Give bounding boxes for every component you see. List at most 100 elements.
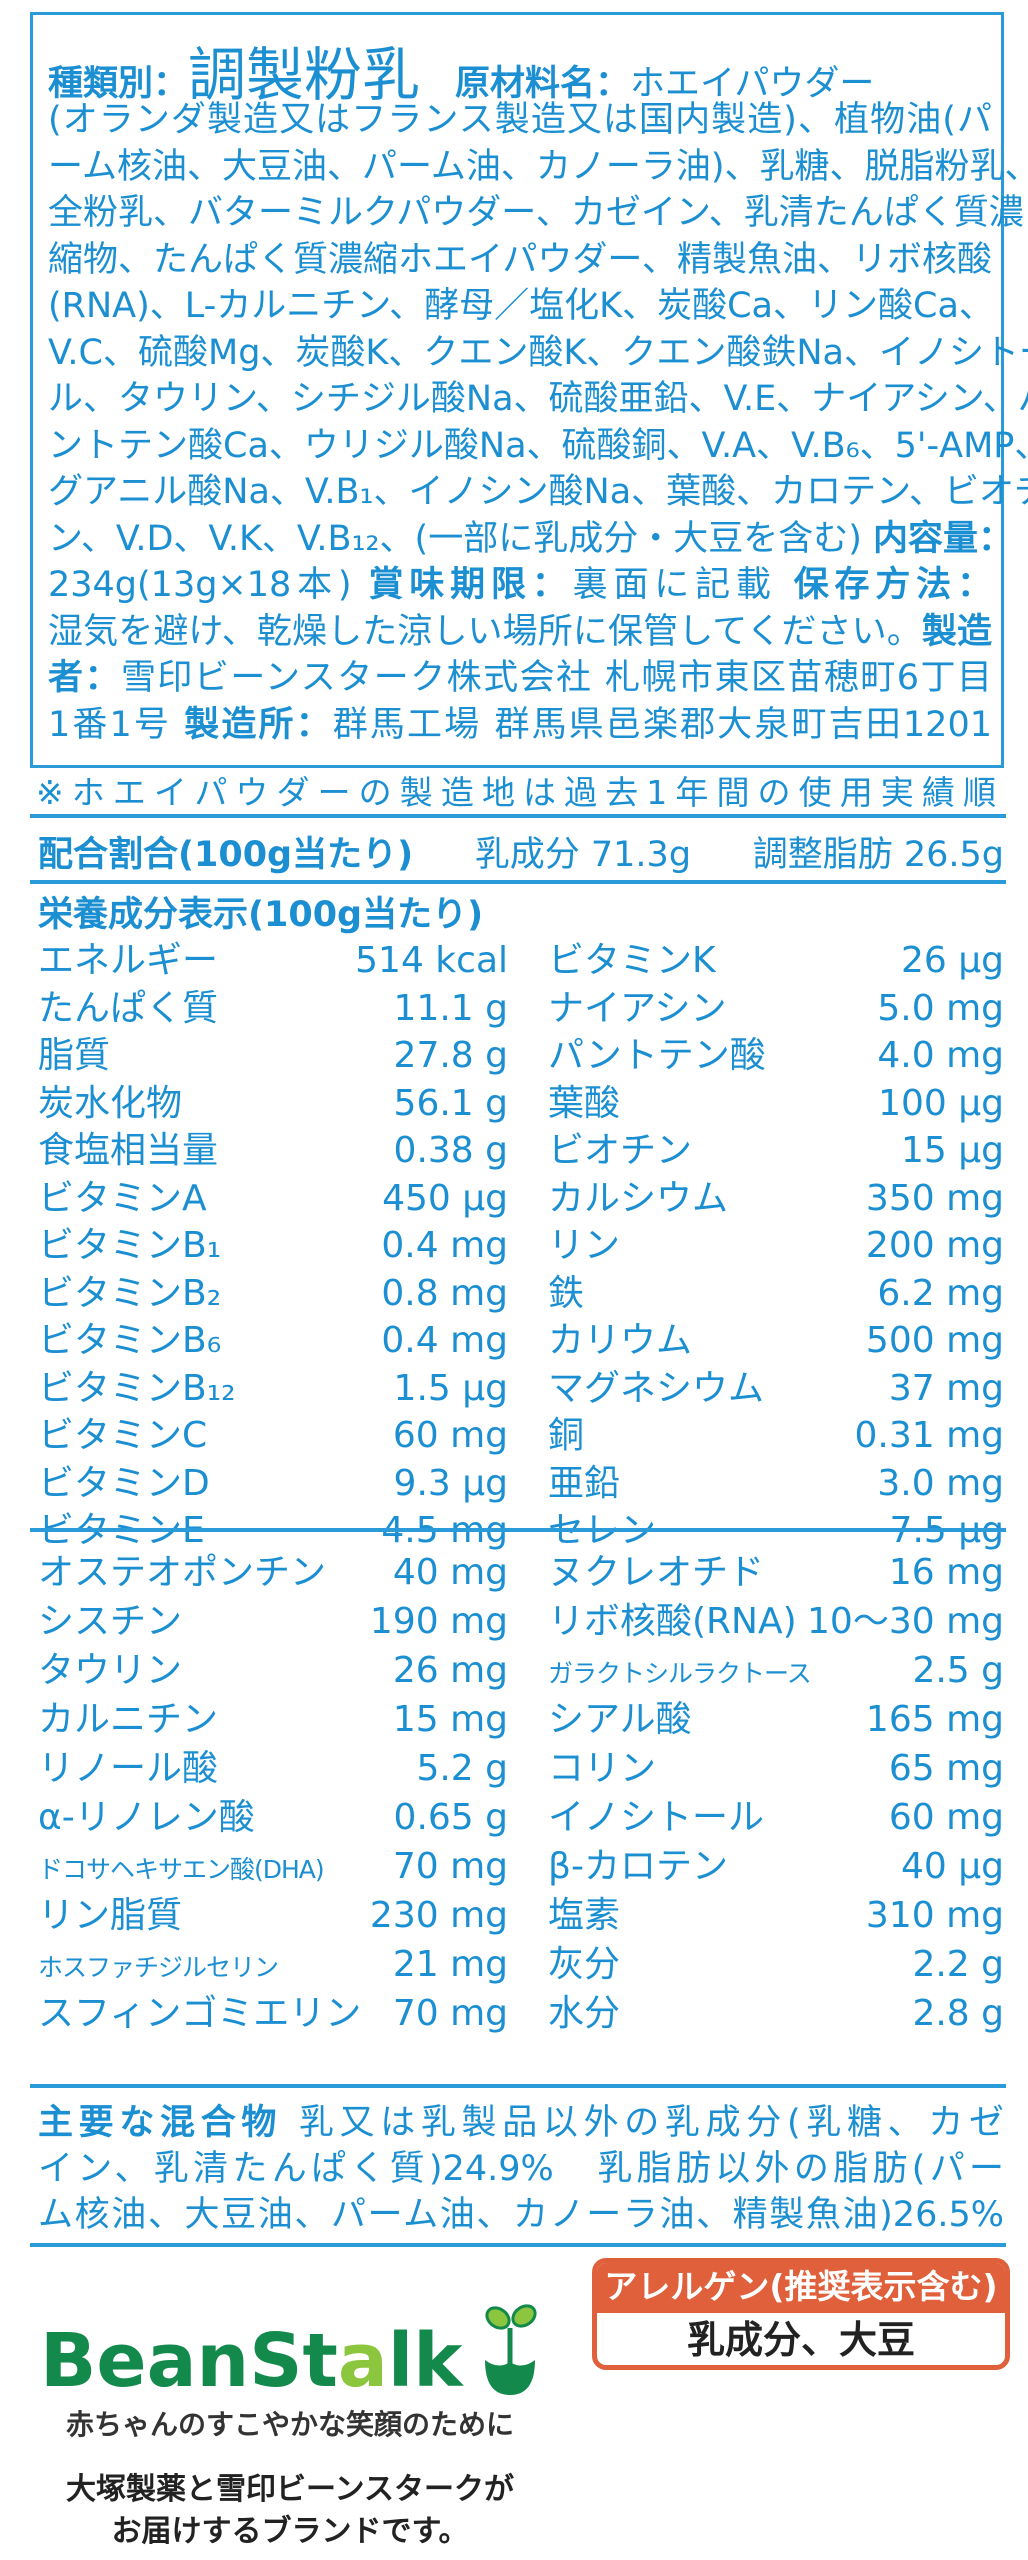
nutrition-row: タウリン 26 mg ガラクトシルラクトース 2.5 g	[38, 1646, 1004, 1695]
ingredients-label: 者：	[48, 658, 121, 698]
nutrient-name: リン脂質	[38, 1895, 183, 1936]
nutrient-value: 37 mg	[888, 1367, 1004, 1409]
nutrient-name: マグネシウム	[548, 1367, 765, 1409]
nutrient-value: 230 mg	[369, 1895, 508, 1936]
nutrient-name: カリウム	[548, 1320, 693, 1361]
nutrient-value: 70 mg	[392, 1846, 508, 1887]
nutrient-name: コリン	[548, 1748, 657, 1789]
ingredients-label: 保存方法：	[793, 565, 992, 605]
nutrient-cell: リン脂質 230 mg	[38, 1891, 508, 1940]
nutrient-name: ビタミンC	[38, 1415, 208, 1456]
nutrient-value: 0.8 mg	[381, 1272, 508, 1314]
ingredients-text: (オランダ製造又はフランス製造又は国内製造)、植物油(パ	[48, 100, 992, 140]
nutrient-value: 26 μg	[900, 940, 1004, 981]
nutrient-name: 炭水化物	[38, 1082, 183, 1124]
blend-ratio-label: 配合割合(100g当たり)	[38, 835, 414, 875]
nutrient-value: 5.2 g	[416, 1748, 508, 1789]
ingredients-text: ホエイパウダー	[630, 64, 875, 104]
nutrient-value: 70 mg	[392, 1993, 508, 2034]
nutrient-value: 2.5 g	[912, 1650, 1004, 1691]
nutrition-row: α-リノレン酸 0.65 g イノシトール 60 mg	[38, 1793, 1004, 1842]
ingredients-text: ン、V.D、V.K、V.B₁₂、(一部に乳成分・大豆を含む)	[48, 518, 873, 559]
ingredients-text: (RNA)、L-カルニチン、酵母／塩化K、炭酸Ca、リン酸Ca、	[48, 286, 994, 326]
mixture-line-2: イン、乳清たんぱく質)24.9% 乳脂肪以外の脂肪(パー	[38, 2149, 1004, 2189]
nutrient-value: 26 mg	[392, 1650, 508, 1691]
nutrient-name: エネルギー	[38, 940, 219, 981]
nutrient-value: 2.8 g	[912, 1993, 1004, 2034]
nutrient-cell: パントテン酸 4.0 mg	[508, 1032, 1004, 1080]
nutrient-value: 0.38 g	[393, 1130, 508, 1171]
nutrient-value: 500 mg	[865, 1320, 1004, 1361]
nutrition-row: リン脂質 230 mg 塩素 310 mg	[38, 1891, 1004, 1940]
nutrient-cell: リボ核酸(RNA) 10～30 mg	[508, 1597, 1004, 1646]
nutrient-value: 165 mg	[865, 1699, 1004, 1740]
allergen-title: アレルゲン(推奨表示含む)	[597, 2263, 1005, 2313]
nutrient-name: ビタミンK	[548, 940, 716, 981]
ingredients-line: ン、V.D、V.K、V.B₁₂、(一部に乳成分・大豆を含む) 内容量：	[48, 516, 1013, 563]
ingredients-box	[30, 12, 1004, 768]
logo-text-part: lk	[388, 2318, 464, 2400]
nutrition-row: ビタミンD 9.3 μg 亜鉛 3.0 mg	[38, 1460, 1004, 1508]
beanstalk-logo: BeanStalk	[40, 2304, 537, 2400]
nutrition-row: オステオポンチン 40 mg ヌクレオチド 16 mg	[38, 1548, 1004, 1597]
nutrient-value: 3.0 mg	[877, 1462, 1004, 1504]
nutrient-cell: オステオポンチン 40 mg	[38, 1548, 508, 1597]
nutrient-cell: ビタミンB₆ 0.4 mg	[38, 1317, 508, 1365]
ingredients-line: 縮物、たんぱく質濃縮ホエイパウダー、精製魚油、リボ核酸	[48, 237, 992, 284]
logo-text: BeanStalk	[40, 2318, 464, 2400]
nutrient-value: 350 mg	[865, 1177, 1004, 1219]
nutrient-value: 40 mg	[392, 1552, 508, 1593]
nutrient-name: リン	[548, 1225, 621, 1266]
nutrition-row: 炭水化物 56.1 g 葉酸 100 μg	[38, 1080, 1004, 1128]
blend-ratio-milk: 乳成分 71.3g	[474, 835, 692, 875]
nutrient-value: 11.1 g	[393, 987, 508, 1029]
ingredients-label: 製造所：	[184, 704, 333, 745]
nutrient-name: シスチン	[38, 1601, 183, 1642]
nutrient-cell: カルシウム 350 mg	[508, 1175, 1004, 1223]
nutrient-cell: タウリン 26 mg	[38, 1646, 508, 1695]
nutrition-row: スフィンゴミエリン 70 mg 水分 2.8 g	[38, 1989, 1004, 2038]
ingredients-line: 1番1号 製造所：群馬工場 群馬県邑楽郡大泉町吉田1201	[48, 702, 992, 749]
nutrition-row: カルニチン 15 mg シアル酸 165 mg	[38, 1695, 1004, 1744]
nutrient-cell: ビタミンD 9.3 μg	[38, 1460, 508, 1508]
nutrient-name: リボ核酸(RNA)	[548, 1601, 797, 1642]
mixture-label: 主要な混合物	[38, 2103, 283, 2143]
nutrient-cell: シスチン 190 mg	[38, 1597, 508, 1646]
ingredients-text: ル、タウリン、シチジル酸Na、硫酸亜鉛、V.E、ナイアシン、パ	[48, 379, 1028, 419]
ingredients-label: 内容量：	[872, 518, 1013, 559]
nutrition-row: ビタミンB₆ 0.4 mg カリウム 500 mg	[38, 1317, 1004, 1365]
ingredients-text: 湿気を避け、乾燥した涼しい場所に保管してください。	[48, 611, 922, 652]
ingredients-text: 1番1号	[48, 704, 185, 745]
nutrient-value: 15 μg	[900, 1130, 1004, 1171]
ingredients-label: 種類別：	[48, 64, 189, 104]
nutrient-cell: マグネシウム 37 mg	[508, 1365, 1004, 1413]
nutrient-cell: イノシトール 60 mg	[508, 1793, 1004, 1842]
nutrient-cell: 炭水化物 56.1 g	[38, 1080, 508, 1128]
ingredients-line: ーム核油、大豆油、パーム油、カノーラ油)、乳糖、脱脂粉乳、	[48, 144, 1028, 191]
divider	[30, 880, 1006, 884]
nutrient-name: オステオポンチン	[38, 1552, 327, 1593]
nutrition-row: 食塩相当量 0.38 g ビオチン 15 μg	[38, 1127, 1004, 1175]
ingredients-text: 全粉乳、バターミルクパウダー、カゼイン、乳清たんぱく質濃	[48, 193, 1024, 233]
mixture-text: 乳又は乳製品以外の乳成分(乳糖、カゼ	[298, 2103, 1004, 2143]
nutrient-value: 0.31 mg	[854, 1415, 1004, 1456]
nutrient-value: 5.0 mg	[877, 987, 1004, 1029]
ingredients-text: V.C、硫酸Mg、炭酸K、クエン酸K、クエン酸鉄Na、イノシトー	[48, 332, 1028, 373]
nutrient-name: カルシウム	[548, 1177, 729, 1219]
nutrient-name: ナイアシン	[548, 987, 727, 1029]
ingredients-label: 賞味期限：	[368, 565, 573, 605]
ingredients-text: グアニル酸Na、V.B₁、イノシン酸Na、葉酸、カロテン、ビオチ	[48, 472, 1028, 512]
nutrient-cell: ドコサヘキサエン酸(DHA) 70 mg	[38, 1842, 508, 1891]
ingredients-text: 縮物、たんぱく質濃縮ホエイパウダー、精製魚油、リボ核酸	[48, 239, 992, 280]
logo-text-part: BeanSt	[40, 2318, 338, 2400]
nutrient-cell: ビタミンC 60 mg	[38, 1412, 508, 1460]
nutrition-row: ビタミンB₁ 0.4 mg リン 200 mg	[38, 1222, 1004, 1270]
nutrition-row: ビタミンC 60 mg 銅 0.31 mg	[38, 1412, 1004, 1460]
nutrient-cell: ホスファチジルセリン 21 mg	[38, 1940, 508, 1989]
nutrition-row: ドコサヘキサエン酸(DHA) 70 mg β-カロテン 40 μg	[38, 1842, 1004, 1891]
nutrient-value: 56.1 g	[393, 1082, 508, 1124]
nutrient-name: シアル酸	[548, 1699, 692, 1740]
nutrition-row: たんぱく質 11.1 g ナイアシン 5.0 mg	[38, 985, 1004, 1033]
ingredients-text: 群馬工場 群馬県邑楽郡大泉町吉田1201	[332, 704, 992, 745]
mixture-line-1: 主要な混合物 乳又は乳製品以外の乳成分(乳糖、カゼ	[38, 2100, 1004, 2146]
